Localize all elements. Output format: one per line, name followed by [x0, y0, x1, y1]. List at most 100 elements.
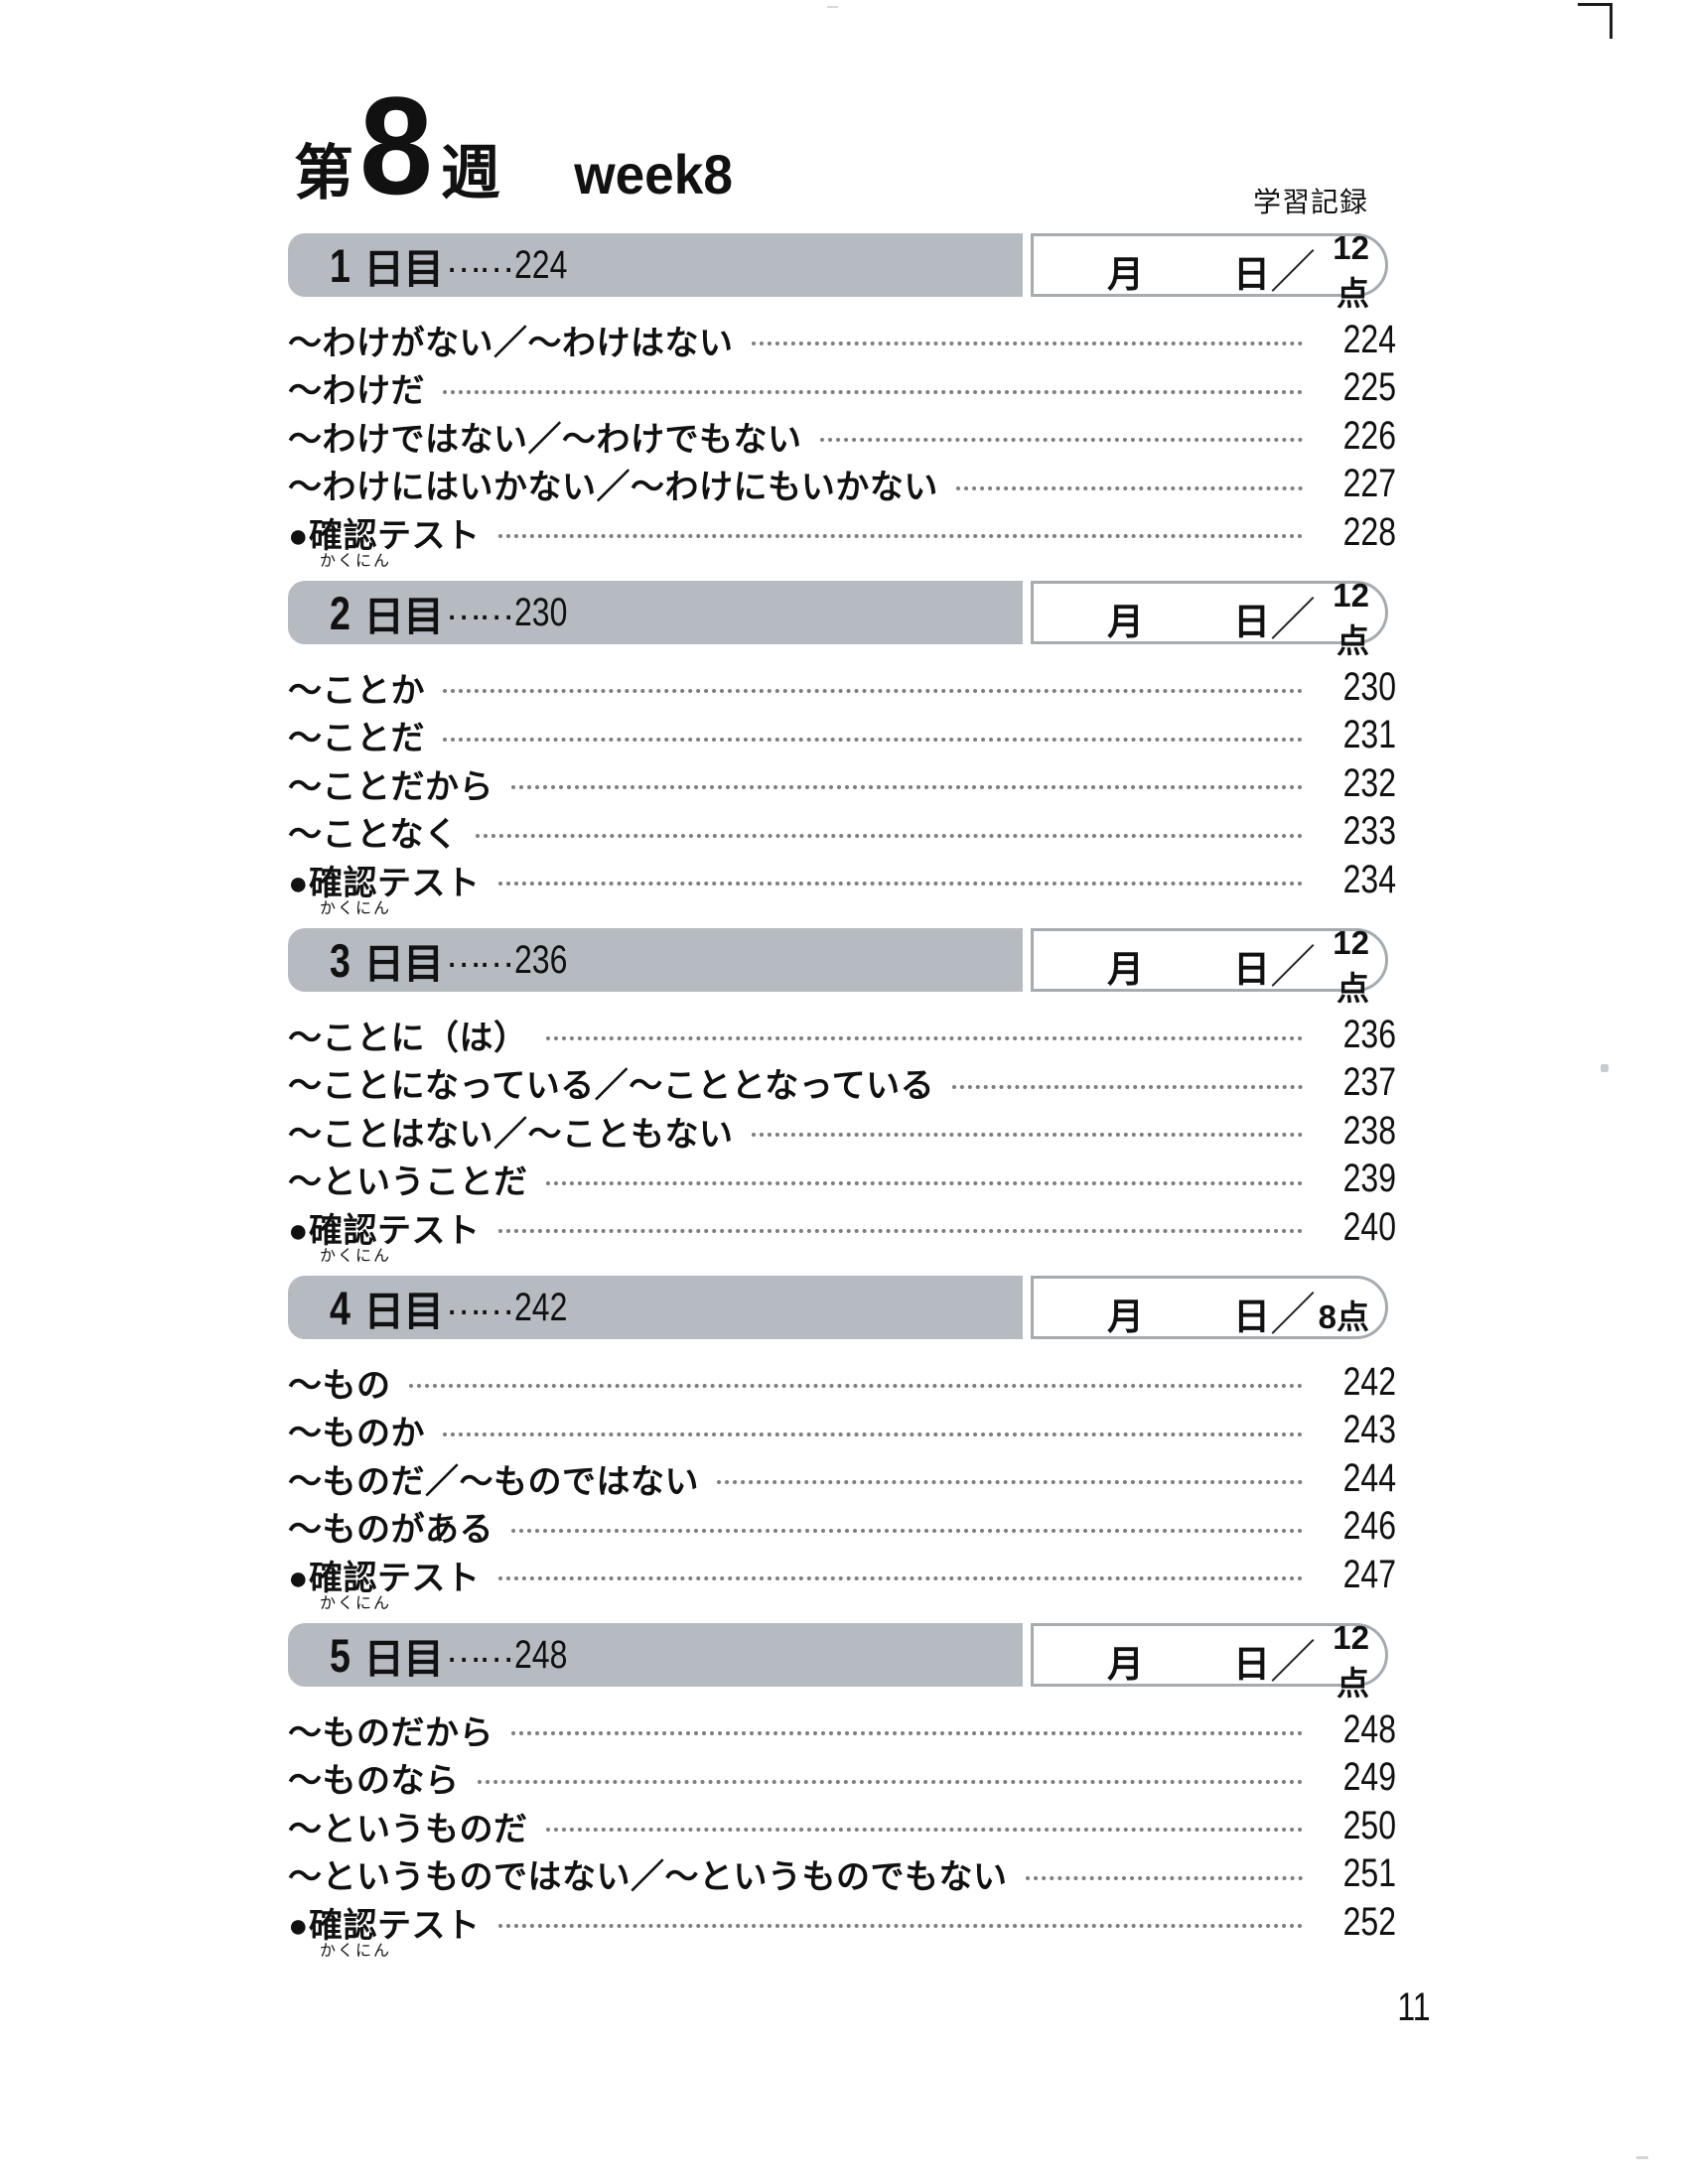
dotted-leader: [477, 1779, 1303, 1784]
dotted-leader: [545, 1828, 1303, 1833]
dotted-leader: [443, 689, 1303, 694]
day-header-bar: 5 日目 …… 248: [288, 1623, 1023, 1687]
toc-term: ～ことだから: [288, 767, 493, 806]
toc-term: ●確認テスト かくにん: [288, 1211, 481, 1265]
toc-row: ●確認テスト かくにん 252: [288, 1898, 1396, 1960]
toc-term: ～ものだ／～ものではない: [288, 1462, 699, 1501]
score-slash: ／: [1270, 941, 1316, 993]
toc-term: ～ことなく: [288, 816, 459, 855]
toc-row: ●確認テスト かくにん 240: [288, 1203, 1396, 1265]
page-folio: 11: [1397, 1985, 1431, 2029]
toc-item-list: ～ことに（は） 236 ～ことになっている／～こととなっている 237 ～ことは…: [288, 992, 1396, 1265]
score-max: 8点: [1318, 1298, 1369, 1335]
toc-row: ～ものがある 246: [288, 1503, 1396, 1552]
day-section: 5 日目 …… 248 月 日 ／ 12点 ～ものだから 248 ～ものなら 2…: [288, 1619, 1396, 1960]
toc-page-number: 246: [1342, 1504, 1396, 1549]
leader-dots: ……: [445, 933, 515, 976]
toc-page-number: 230: [1342, 664, 1396, 709]
dotted-leader: [751, 341, 1303, 346]
dotted-leader: [408, 1384, 1303, 1389]
toc-page-number: 224: [1342, 317, 1396, 361]
dotted-leader: [717, 1480, 1303, 1485]
dotted-leader: [751, 1133, 1303, 1138]
furigana: かくにん: [320, 1247, 392, 1265]
leader-dots: ……: [445, 1628, 515, 1671]
study-record-box: 月 日 ／ 12点: [1031, 577, 1388, 659]
toc-term: ～わけにはいかない／～わけにもいかない: [288, 469, 938, 507]
toc-term: ～ものがある: [288, 1511, 493, 1550]
toc-term: ～というものではない／～というものでもない: [288, 1858, 1008, 1897]
day-start-page: 248: [514, 1632, 568, 1677]
toc-row: ～ものか 243: [288, 1407, 1396, 1455]
month-label: 月: [1107, 1644, 1144, 1685]
toc-term: ～ものなら: [288, 1762, 460, 1801]
toc-page-number: 238: [1342, 1108, 1396, 1153]
score-max: 12点: [1333, 577, 1369, 659]
furigana: かくにん: [320, 1942, 392, 1960]
day-start-page: 236: [514, 937, 568, 982]
dotted-leader: [497, 882, 1303, 887]
day-label: 日: [1233, 254, 1270, 295]
dotted-leader: [1025, 1875, 1303, 1880]
day-suffix-label: 日目: [363, 1289, 444, 1334]
day-number: 3: [330, 933, 351, 987]
toc-page-number: 242: [1342, 1359, 1396, 1404]
day-header: 4 日目 …… 242 月 日 ／ 8点: [288, 1276, 1396, 1340]
toc-row: ～というものだ 250: [288, 1802, 1396, 1850]
score-max: 12点: [1333, 1619, 1369, 1702]
toc-term: ●確認テスト かくにん: [288, 864, 481, 917]
toc-row: ～わけではない／～わけでもない 226: [288, 412, 1396, 461]
day-header-bar: 2 日目 …… 230: [288, 581, 1023, 644]
toc-term: ～ことか: [288, 671, 425, 710]
toc-page-number: 228: [1342, 509, 1396, 554]
dotted-leader: [443, 737, 1303, 742]
toc-term: ～わけがない／～わけはない: [288, 324, 734, 362]
toc-term: ～ものか: [288, 1415, 425, 1453]
toc-page-number: 226: [1342, 413, 1396, 458]
week-english-label: week8: [574, 143, 733, 205]
toc-page-number: 249: [1342, 1755, 1396, 1800]
toc-page-number: 251: [1342, 1851, 1396, 1896]
toc-term: ～わけではない／～わけでもない: [288, 420, 802, 459]
dotted-leader: [443, 1432, 1303, 1436]
toc-term: ～ということだ: [288, 1163, 528, 1202]
toc-row: ～ことか 230: [288, 663, 1396, 712]
toc-page-number: 243: [1342, 1408, 1396, 1452]
day-suffix-label: 日目: [363, 594, 444, 639]
day-header-bar: 4 日目 …… 242: [288, 1276, 1023, 1339]
registration-mark-top: [827, 6, 838, 8]
toc-term: ～ことに（は）: [288, 1019, 528, 1057]
toc-page-number: 252: [1342, 1899, 1396, 1944]
toc-page-number: 231: [1342, 713, 1396, 757]
toc-row: ●確認テスト かくにん 247: [288, 1551, 1396, 1612]
toc-term: ～わけだ: [288, 372, 425, 411]
day-section: 2 日目 …… 230 月 日 ／ 12点 ～ことか 230 ～ことだ 231 …: [288, 577, 1396, 917]
day-header: 2 日目 …… 230 月 日 ／ 12点: [288, 577, 1396, 659]
furigana: かくにん: [320, 899, 392, 917]
score-slash: ／: [1270, 1289, 1316, 1340]
day-header-bar: 3 日目 …… 236: [288, 928, 1023, 992]
score-slash: ／: [1270, 594, 1316, 645]
toc-row: ●確認テスト かくにん 228: [288, 508, 1396, 570]
toc-row: ～ことなく 233: [288, 808, 1396, 857]
score-slash: ／: [1270, 1636, 1316, 1688]
toc-page-number: 240: [1342, 1204, 1396, 1249]
month-label: 月: [1107, 949, 1144, 990]
toc-row: ～ことになっている／～こととなっている 237: [288, 1059, 1396, 1108]
toc-row: ～ものだから 248: [288, 1706, 1396, 1754]
toc-page-number: 236: [1342, 1012, 1396, 1056]
day-header: 1 日目 …… 224 月 日 ／ 12点: [288, 229, 1396, 312]
toc-page-number: 234: [1342, 857, 1396, 901]
dotted-leader: [497, 534, 1303, 539]
toc-page-number: 232: [1342, 760, 1396, 805]
toc-row: ●確認テスト かくにん 234: [288, 856, 1396, 917]
day-header-bar: 1 日目 …… 224: [288, 233, 1023, 297]
score-slash: ／: [1270, 246, 1316, 298]
score-max: 12点: [1333, 229, 1369, 312]
study-record-box: 月 日 ／ 12点: [1031, 229, 1388, 312]
toc-term: ～もの: [288, 1366, 391, 1405]
toc-term: ●確認テスト かくにん: [288, 1906, 481, 1960]
toc-page-number: 227: [1342, 462, 1396, 506]
toc-page-number: 250: [1342, 1803, 1396, 1847]
toc-page-number: 233: [1342, 809, 1396, 854]
